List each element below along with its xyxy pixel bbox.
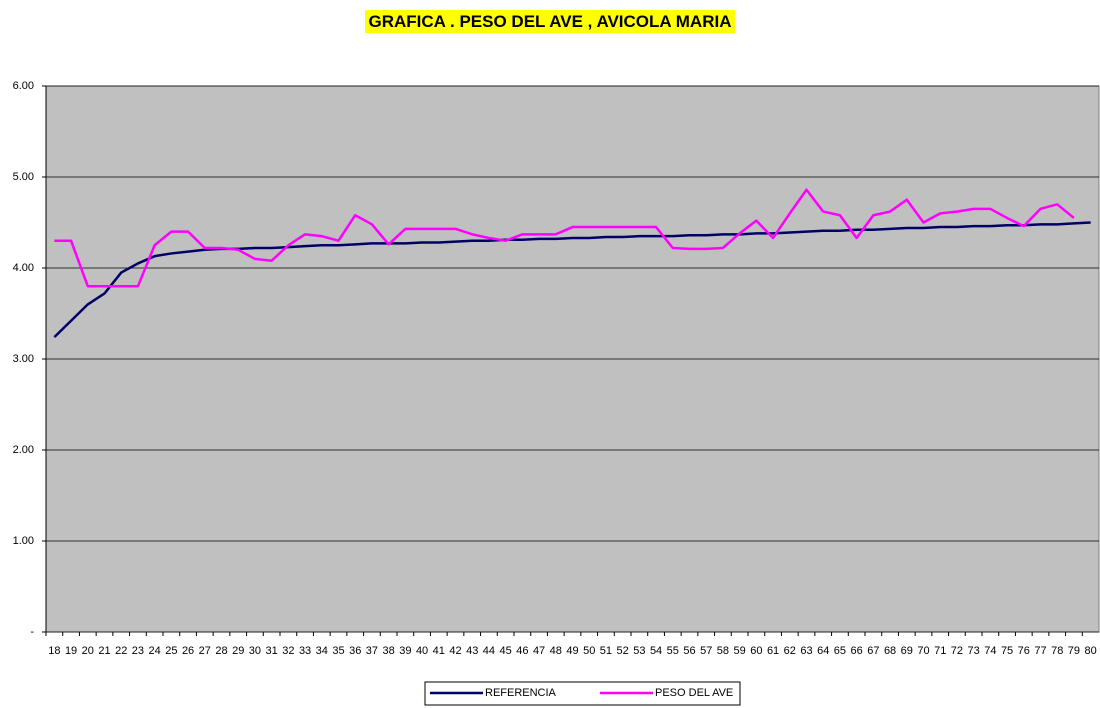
- x-tick-label: 38: [383, 645, 395, 657]
- x-tick-label: 64: [817, 645, 829, 657]
- x-tick-label: 74: [984, 645, 996, 657]
- x-tick-label: 56: [683, 645, 695, 657]
- series-line: [54, 188, 1075, 288]
- x-tick-label: 48: [550, 645, 562, 657]
- x-tick-label: 37: [366, 645, 378, 657]
- x-tick-label: 59: [734, 645, 746, 657]
- x-tick-label: 58: [717, 645, 729, 657]
- x-tick-label: 28: [215, 645, 227, 657]
- x-tick-label: 61: [767, 645, 779, 657]
- x-tick-label: 65: [834, 645, 846, 657]
- x-tick-label: 22: [115, 645, 127, 657]
- legend-label: PESO DEL AVE: [655, 687, 733, 699]
- y-tick-label: 6.00: [13, 80, 34, 92]
- x-tick-label: 72: [951, 645, 963, 657]
- x-tick-label: 52: [617, 645, 629, 657]
- x-tick-label: 78: [1051, 645, 1063, 657]
- x-tick-label: 42: [449, 645, 461, 657]
- x-tick-label: 24: [149, 645, 161, 657]
- y-tick-label: 4.00: [13, 262, 34, 274]
- x-tick-label: 29: [232, 645, 244, 657]
- x-tick-label: 36: [349, 645, 361, 657]
- x-tick-label: 39: [399, 645, 411, 657]
- x-tick-label: 53: [633, 645, 645, 657]
- x-tick-label: 67: [867, 645, 879, 657]
- x-tick-label: 63: [800, 645, 812, 657]
- x-tick-label: 30: [249, 645, 261, 657]
- x-tick-label: 25: [165, 645, 177, 657]
- x-tick-label: 26: [182, 645, 194, 657]
- x-tick-label: 20: [82, 645, 94, 657]
- x-tick-label: 43: [466, 645, 478, 657]
- legend-label: REFERENCIA: [485, 687, 557, 699]
- x-tick-label: 50: [583, 645, 595, 657]
- x-tick-label: 79: [1068, 645, 1080, 657]
- x-tick-label: 35: [332, 645, 344, 657]
- x-tick-label: 46: [516, 645, 528, 657]
- x-tick-label: 54: [650, 645, 662, 657]
- x-tick-label: 33: [299, 645, 311, 657]
- x-tick-label: 68: [884, 645, 896, 657]
- x-tick-label: 62: [784, 645, 796, 657]
- x-tick-label: 70: [917, 645, 929, 657]
- x-tick-label: 80: [1085, 645, 1097, 657]
- x-tick-label: 66: [851, 645, 863, 657]
- legend-box: [424, 681, 741, 706]
- x-tick-label: 32: [282, 645, 294, 657]
- x-tick-label: 77: [1034, 645, 1046, 657]
- y-tick-label: -: [30, 626, 34, 638]
- x-tick-label: 60: [750, 645, 762, 657]
- x-tick-label: 44: [483, 645, 495, 657]
- x-tick-label: 27: [199, 645, 211, 657]
- x-tick-label: 49: [566, 645, 578, 657]
- x-tick-label: 55: [667, 645, 679, 657]
- x-tick-label: 41: [433, 645, 445, 657]
- chart-title: GRAFICA . PESO DEL AVE , AVICOLA MARIA: [365, 10, 735, 33]
- x-tick-label: 21: [98, 645, 110, 657]
- x-tick-label: 75: [1001, 645, 1013, 657]
- x-tick-label: 71: [934, 645, 946, 657]
- x-tick-label: 51: [600, 645, 612, 657]
- x-tick-label: 76: [1018, 645, 1030, 657]
- y-tick-label: 1.00: [13, 535, 34, 547]
- x-tick-label: 47: [533, 645, 545, 657]
- x-tick-label: 40: [416, 645, 428, 657]
- x-tick-label: 23: [132, 645, 144, 657]
- x-tick-label: 18: [48, 645, 60, 657]
- y-tick-label: 3.00: [13, 353, 34, 365]
- y-tick-label: 5.00: [13, 171, 34, 183]
- x-tick-label: 73: [968, 645, 980, 657]
- x-tick-label: 69: [901, 645, 913, 657]
- x-tick-label: 45: [500, 645, 512, 657]
- x-tick-label: 34: [316, 645, 328, 657]
- x-tick-label: 31: [266, 645, 278, 657]
- y-tick-label: 2.00: [13, 444, 34, 456]
- x-tick-label: 57: [700, 645, 712, 657]
- title-box: GRAFICA . PESO DEL AVE , AVICOLA MARIA: [0, 10, 1100, 33]
- x-tick-label: 19: [65, 645, 77, 657]
